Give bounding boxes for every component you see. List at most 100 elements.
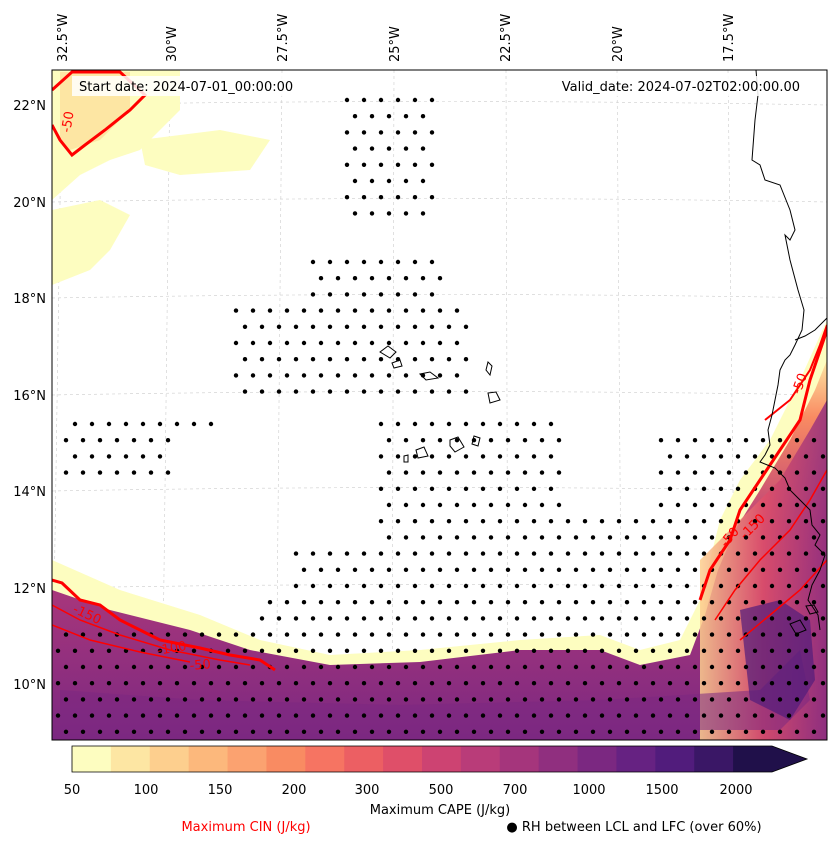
rh-dot	[701, 713, 707, 718]
rh-dot	[726, 438, 732, 443]
rh-dot	[726, 470, 732, 475]
rh-dot	[539, 438, 545, 443]
rh-dot	[582, 616, 588, 621]
rh-dot	[335, 697, 341, 702]
rh-dot	[539, 632, 545, 637]
rh-dot	[709, 632, 715, 637]
rh-dot	[310, 324, 316, 329]
rh-dot	[531, 519, 537, 524]
rh-dot	[471, 664, 477, 670]
rh-dot	[820, 519, 826, 524]
rh-dot	[301, 373, 307, 378]
rh-dot	[463, 519, 469, 524]
rh-dot	[378, 713, 384, 718]
rh-dot	[684, 583, 690, 589]
rh-dot	[301, 729, 307, 734]
rh-dot	[412, 357, 418, 362]
rh-dot	[429, 357, 435, 362]
rh-dot	[55, 648, 61, 653]
rh-dot	[420, 114, 426, 119]
rh-dot	[80, 664, 86, 670]
rh-dot	[123, 421, 129, 427]
colorbar-outline	[71, 745, 809, 773]
rh-dot	[412, 551, 418, 556]
rh-dot	[786, 519, 792, 524]
rh-dot	[786, 616, 792, 621]
rh-dot	[318, 697, 324, 702]
rh-dot	[607, 664, 613, 670]
rh-dot	[395, 389, 401, 394]
rh-dot	[633, 551, 639, 556]
rh-dot	[395, 130, 401, 135]
rh-dot	[488, 697, 494, 702]
rh-dot	[454, 697, 460, 702]
rh-dot	[726, 632, 732, 637]
rh-dot	[480, 681, 486, 686]
rh-dot	[726, 567, 732, 572]
rh-dot	[123, 713, 129, 718]
rh-dot	[403, 632, 409, 637]
rh-dot	[267, 632, 273, 637]
rh-dot	[786, 713, 792, 718]
rh-dot	[131, 697, 137, 702]
rh-dot	[267, 308, 273, 313]
rh-dot	[123, 454, 129, 459]
rh-dot	[429, 681, 435, 686]
rh-dot	[395, 616, 401, 621]
rh-dot	[369, 211, 375, 216]
rh-dot	[488, 567, 494, 572]
rh-dot	[395, 486, 401, 491]
rh-dot	[522, 502, 528, 508]
rh-dot	[582, 713, 588, 718]
rh-dot	[488, 535, 494, 540]
rh-dot	[420, 535, 426, 540]
rh-dot	[735, 454, 741, 459]
rh-dot	[709, 697, 715, 702]
rh-dot	[293, 681, 299, 686]
rh-dot	[412, 681, 418, 686]
rh-dot	[403, 340, 409, 346]
rh-dot	[497, 454, 503, 459]
rh-dot	[454, 373, 460, 378]
rh-dot	[718, 681, 724, 686]
rh-dot	[242, 357, 248, 362]
rh-dot	[718, 616, 724, 621]
rh-dot	[616, 551, 622, 556]
rh-dot	[403, 567, 409, 572]
rh-dot	[794, 697, 800, 702]
rh-dot	[658, 438, 664, 443]
rh-dot	[446, 389, 452, 394]
colorbar-label: Maximum CAPE (J/kg)	[370, 803, 510, 818]
rh-dot	[386, 114, 392, 119]
rh-dot	[548, 551, 554, 556]
rh-dot	[327, 713, 333, 718]
rh-dot	[412, 292, 418, 297]
rh-dot	[318, 373, 324, 378]
rh-dot	[318, 600, 324, 605]
rh-dot	[514, 551, 520, 556]
rh-dot	[556, 535, 562, 540]
rh-dot	[276, 324, 282, 329]
rh-dot	[412, 389, 418, 394]
rh-dot	[454, 438, 460, 443]
rh-dot	[225, 648, 231, 653]
rh-dot	[633, 583, 639, 589]
rh-dot	[641, 729, 647, 734]
rh-dot	[250, 697, 256, 702]
colorbar-segment	[655, 746, 695, 772]
rh-dot	[369, 276, 375, 281]
rh-dot	[148, 438, 154, 443]
rh-dot	[539, 729, 545, 734]
lon-label: 32.5°W	[56, 14, 71, 62]
rh-dot	[803, 616, 809, 621]
rh-dot	[386, 697, 392, 702]
rh-dot	[284, 600, 290, 605]
rh-dot	[131, 664, 137, 670]
rh-dot	[437, 567, 443, 572]
rh-dot	[63, 664, 69, 670]
rh-dot	[369, 340, 375, 346]
rh-dot	[250, 632, 256, 637]
rh-dot	[539, 535, 545, 540]
rh-dot	[335, 600, 341, 605]
rh-dot	[675, 567, 681, 572]
